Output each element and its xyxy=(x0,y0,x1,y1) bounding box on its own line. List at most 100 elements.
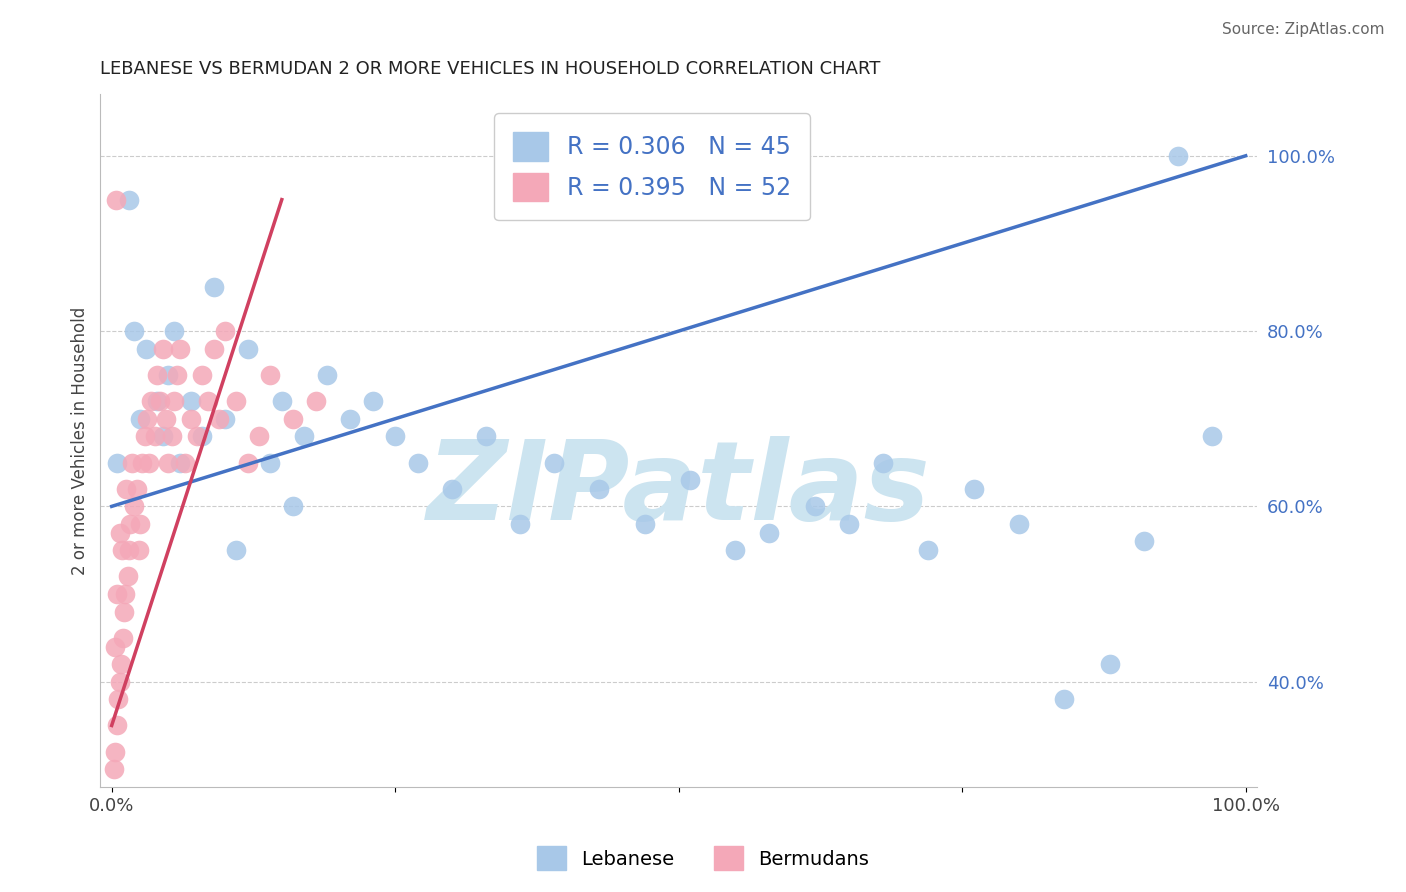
Point xyxy=(475,429,498,443)
Point xyxy=(440,482,463,496)
Point xyxy=(124,324,146,338)
Point xyxy=(758,525,780,540)
Point xyxy=(141,394,163,409)
Point xyxy=(294,429,316,443)
Point xyxy=(157,456,180,470)
Point xyxy=(281,411,304,425)
Text: Source: ZipAtlas.com: Source: ZipAtlas.com xyxy=(1222,22,1385,37)
Point xyxy=(110,657,132,672)
Point xyxy=(157,368,180,382)
Text: LEBANESE VS BERMUDAN 2 OR MORE VEHICLES IN HOUSEHOLD CORRELATION CHART: LEBANESE VS BERMUDAN 2 OR MORE VEHICLES … xyxy=(100,60,880,78)
Point xyxy=(316,368,339,382)
Point xyxy=(225,543,247,558)
Point xyxy=(104,745,127,759)
Point xyxy=(962,482,984,496)
Point xyxy=(128,543,150,558)
Point xyxy=(202,280,225,294)
Point xyxy=(169,456,191,470)
Point xyxy=(124,500,146,514)
Point xyxy=(135,411,157,425)
Point xyxy=(108,525,131,540)
Point xyxy=(163,324,186,338)
Point xyxy=(149,394,172,409)
Point xyxy=(1098,657,1121,672)
Point xyxy=(1167,149,1189,163)
Point xyxy=(361,394,384,409)
Point xyxy=(152,429,174,443)
Point xyxy=(724,543,747,558)
Point xyxy=(112,631,135,645)
Point xyxy=(107,692,129,706)
Point xyxy=(105,587,128,601)
Legend: R = 0.306   N = 45, R = 0.395   N = 52: R = 0.306 N = 45, R = 0.395 N = 52 xyxy=(494,113,810,220)
Point xyxy=(202,342,225,356)
Point xyxy=(197,394,219,409)
Point xyxy=(281,500,304,514)
Point xyxy=(1132,534,1154,549)
Point xyxy=(917,543,939,558)
Point xyxy=(191,429,214,443)
Point xyxy=(679,473,702,487)
Point xyxy=(152,342,174,356)
Point xyxy=(114,587,136,601)
Point xyxy=(169,342,191,356)
Point xyxy=(105,193,128,207)
Point xyxy=(118,193,141,207)
Point xyxy=(131,456,153,470)
Y-axis label: 2 or more Vehicles in Household: 2 or more Vehicles in Household xyxy=(72,307,89,574)
Point xyxy=(129,411,152,425)
Point xyxy=(118,516,141,531)
Point xyxy=(155,411,177,425)
Point xyxy=(191,368,214,382)
Point xyxy=(509,516,531,531)
Point xyxy=(803,500,825,514)
Point xyxy=(339,411,361,425)
Legend: Lebanese, Bermudans: Lebanese, Bermudans xyxy=(529,838,877,878)
Point xyxy=(259,368,281,382)
Point xyxy=(186,429,208,443)
Point xyxy=(135,342,157,356)
Point xyxy=(543,456,565,470)
Point xyxy=(588,482,610,496)
Point xyxy=(180,411,202,425)
Point xyxy=(1053,692,1076,706)
Point xyxy=(872,456,894,470)
Point xyxy=(163,394,186,409)
Point xyxy=(146,368,169,382)
Point xyxy=(1201,429,1223,443)
Point xyxy=(208,411,231,425)
Point xyxy=(115,482,138,496)
Point xyxy=(236,342,259,356)
Point xyxy=(174,456,197,470)
Point xyxy=(838,516,860,531)
Point xyxy=(105,718,128,732)
Point xyxy=(1008,516,1031,531)
Point xyxy=(270,394,292,409)
Point xyxy=(129,516,152,531)
Point xyxy=(225,394,247,409)
Point xyxy=(166,368,188,382)
Point xyxy=(146,394,169,409)
Point xyxy=(406,456,429,470)
Point xyxy=(305,394,328,409)
Point xyxy=(121,456,143,470)
Point xyxy=(143,429,166,443)
Point xyxy=(117,569,139,583)
Point xyxy=(180,394,202,409)
Point xyxy=(138,456,160,470)
Point xyxy=(247,429,270,443)
Point xyxy=(214,324,236,338)
Point xyxy=(134,429,156,443)
Point xyxy=(104,640,127,654)
Point xyxy=(160,429,183,443)
Point xyxy=(108,674,131,689)
Point xyxy=(125,482,148,496)
Point xyxy=(236,456,259,470)
Point xyxy=(259,456,281,470)
Point xyxy=(634,516,657,531)
Point xyxy=(118,543,141,558)
Point xyxy=(111,543,134,558)
Point xyxy=(214,411,236,425)
Point xyxy=(105,456,128,470)
Point xyxy=(384,429,406,443)
